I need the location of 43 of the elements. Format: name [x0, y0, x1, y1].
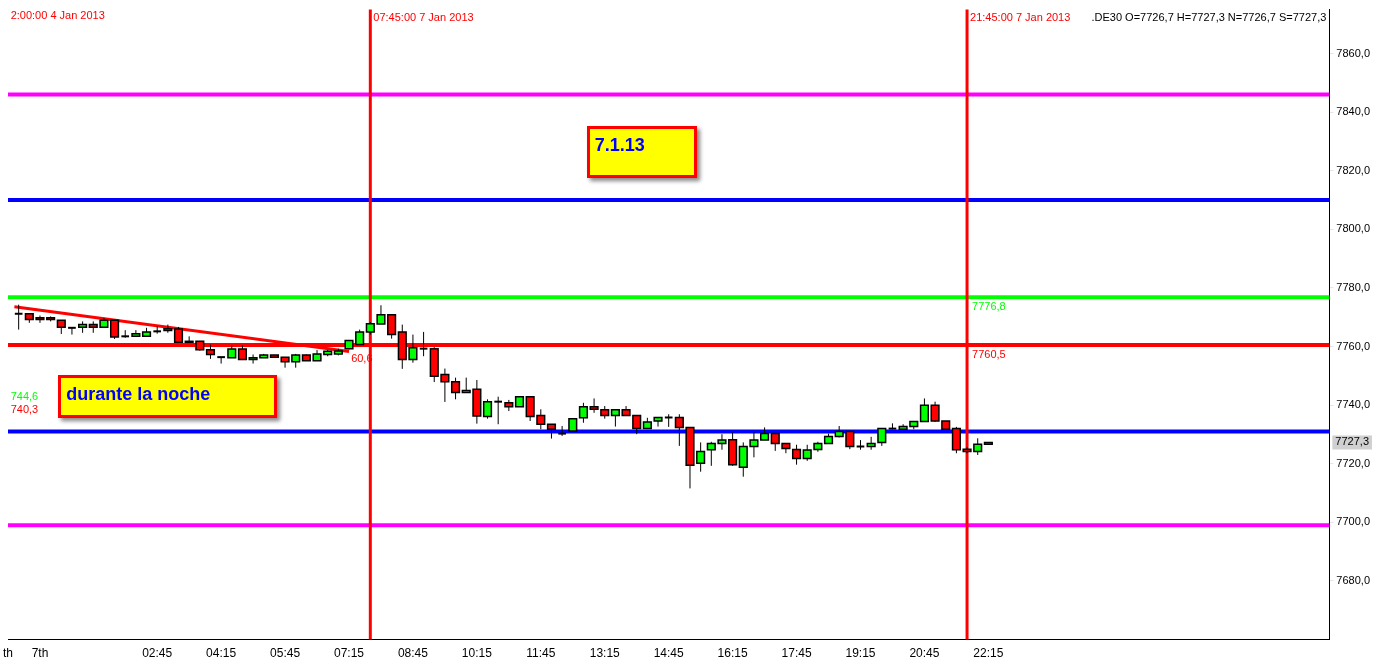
y-tick-label: 7760,0 — [1336, 339, 1371, 352]
x-tick-label: 07:15 — [333, 646, 365, 661]
candlestick — [67, 326, 77, 336]
x-tick-label: 04:15 — [206, 646, 237, 661]
x-tick-label: 17:45 — [781, 646, 812, 661]
y-tick-label: 7740,0 — [1336, 398, 1371, 411]
ref-line-label: 21:45:00 7 Jan 2013 — [970, 11, 1071, 24]
ref-line-label: 7760,5 — [972, 347, 1006, 360]
candlestick — [13, 304, 24, 331]
annotation: 7727,3 — [1335, 435, 1370, 448]
x-tick-label: th — [3, 646, 14, 661]
candlestick — [557, 425, 567, 437]
x-tick-label: 22:15 — [973, 646, 1004, 661]
ref-line-label: 7776,8 — [972, 299, 1006, 312]
candlestick — [418, 331, 429, 357]
x-tick-label: 11:45 — [526, 646, 556, 661]
y-tick-label: 7720,0 — [1336, 456, 1371, 469]
y-tick-label: 7860,0 — [1336, 46, 1371, 59]
y-tick-label: 7680,0 — [1336, 574, 1371, 587]
candlestick — [216, 356, 226, 365]
x-tick-label: 05:45 — [270, 646, 301, 661]
x-tick-label: 10:15 — [461, 646, 493, 661]
x-tick-label: 08:45 — [397, 646, 429, 661]
y-tick-label: 7780,0 — [1336, 281, 1371, 293]
note-box: durante la noche — [58, 375, 278, 418]
y-tick-label: 7820,0 — [1336, 163, 1371, 176]
x-tick-label: 7th — [31, 646, 49, 661]
x-tick-label: 02:45 — [142, 646, 173, 661]
y-tick-label: 7800,0 — [1336, 222, 1371, 235]
y-tick-label: 7700,0 — [1336, 515, 1371, 528]
candlestick — [493, 396, 504, 425]
y-tick-label: 7840,0 — [1336, 105, 1371, 118]
x-tick-label: 13:15 — [589, 646, 621, 661]
annotation: 744,6 — [10, 389, 39, 402]
x-tick-label: 16:15 — [717, 646, 748, 661]
annotation: 2:00:00 4 Jan 2013 — [10, 9, 105, 22]
x-tick-label: 19:15 — [845, 646, 876, 661]
x-tick-label: 20:45 — [909, 646, 940, 661]
chart-title: .DE30 O=7726,7 H=7727,3 N=7726,7 S=7727,3 — [1091, 11, 1327, 24]
note-box: 7.1.13 — [586, 126, 697, 179]
ref-line-label: 07:45:00 7 Jan 2013 — [373, 11, 474, 24]
x-tick-label: 14:45 — [653, 646, 685, 661]
annotation: 740,3 — [10, 403, 39, 416]
